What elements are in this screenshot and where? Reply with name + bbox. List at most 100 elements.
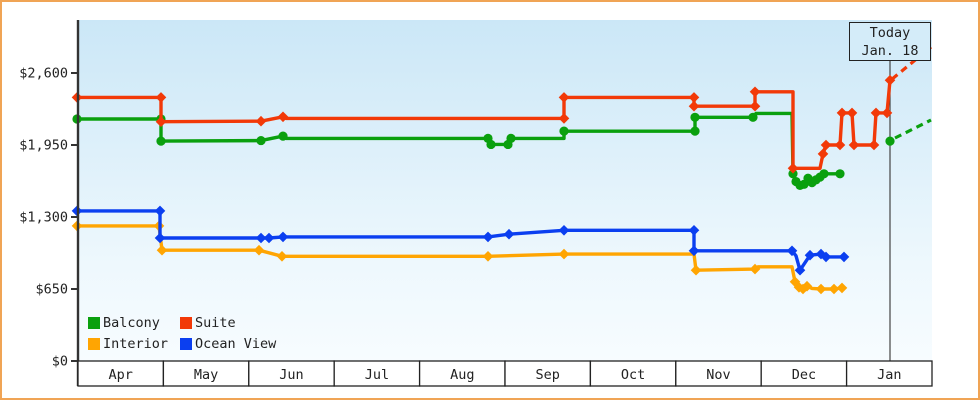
ocean-view-data-point (804, 249, 816, 261)
balcony-data-point (486, 139, 496, 150)
month-cell (675, 360, 762, 387)
month-label: May (194, 367, 218, 383)
balcony-data-point (506, 133, 516, 143)
legend-label: Interior (103, 336, 169, 352)
legend-label: Suite (195, 315, 236, 331)
y-axis: $0 $650 $1,300 $1,950 $2,600 (19, 20, 80, 386)
ocean-view-data-point (786, 245, 798, 257)
price-series-lines (71, 45, 933, 295)
suite-data-point (749, 86, 761, 98)
y-axis-tick-label: $0 (52, 354, 68, 370)
chart-legend: Balcony Suite Interior Ocean View (88, 313, 276, 354)
balcony-data-point (256, 135, 266, 146)
suite-data-point (820, 139, 832, 151)
ocean-view-data-point (558, 225, 570, 236)
suite-data-point (836, 107, 848, 119)
month-label: Dec (792, 367, 816, 383)
suite-color-swatch (180, 317, 192, 329)
ocean-view-data-point (154, 205, 166, 217)
ocean-view-data-point (838, 251, 850, 263)
ocean-view-data-point (154, 232, 166, 244)
balcony-data-point (156, 136, 166, 146)
interior-data-point (815, 283, 827, 295)
ocean-view-data-point (815, 248, 827, 260)
interior-data-point (276, 251, 288, 262)
ocean-view-data-point (794, 264, 806, 276)
month-cell (418, 360, 506, 387)
ocean-view-data-point (255, 232, 267, 244)
ocean-view-data-point (503, 228, 515, 240)
month-cell (248, 360, 335, 387)
month-label: Jul (365, 367, 389, 383)
legend-label: Balcony (103, 315, 160, 331)
ocean-view-data-point (277, 231, 289, 243)
ocean-view-data-point (820, 251, 832, 263)
balcony-data-point (278, 131, 288, 141)
month-cell (333, 360, 421, 387)
ocean-view-data-point (482, 231, 494, 243)
suite-data-point (155, 92, 167, 103)
legend-item-ocean-view: Ocean View (180, 334, 276, 354)
today-label: Today (869, 24, 911, 41)
series-ocean-view (71, 205, 850, 276)
balcony-data-point (690, 126, 700, 136)
balcony-color-swatch (88, 317, 100, 329)
interior-data-point (482, 251, 494, 262)
suite-data-point (884, 74, 896, 86)
plot-area (78, 20, 932, 361)
balcony-data-point (690, 112, 700, 122)
balcony-data-point (748, 112, 758, 122)
legend-item-suite: Suite (180, 313, 276, 333)
suite-data-point (558, 113, 570, 124)
legend-item-balcony: Balcony (88, 313, 180, 333)
balcony-data-point (788, 169, 798, 179)
interior-data-point (690, 264, 702, 276)
suite-data-point (688, 100, 700, 112)
ocean-view-data-point (688, 245, 700, 257)
suite-data-point (255, 115, 267, 127)
suite-data-point (749, 100, 761, 112)
interior-data-point (793, 282, 805, 293)
interior-data-point (156, 244, 168, 256)
interior-data-point (749, 263, 761, 275)
plot-background (78, 20, 932, 361)
interior-data-point (801, 280, 813, 292)
ocean-view-color-swatch (180, 338, 192, 350)
suite-data-point (277, 111, 289, 123)
suite-data-point (848, 139, 860, 151)
today-date-label: Jan. 18 (861, 42, 919, 59)
suite-data-point (787, 163, 799, 174)
month-label: Aug (450, 367, 474, 383)
balcony-projection-dashed-line (894, 118, 932, 140)
month-label: Jun (279, 367, 303, 383)
ocean-view-data-point (688, 225, 700, 236)
suite-data-point (834, 139, 846, 151)
month-label: Oct (621, 367, 645, 383)
balcony-data-point (559, 126, 569, 136)
series-balcony (72, 111, 932, 191)
month-cell (845, 360, 933, 387)
suite-data-point (688, 92, 700, 103)
suite-data-point (558, 92, 570, 103)
month-label: Sep (536, 367, 560, 383)
today-annotation-box: Today Jan. 18 (849, 22, 931, 61)
month-label: Apr (109, 367, 133, 383)
y-axis-tick-label: $2,600 (19, 66, 68, 82)
balcony-data-point (885, 136, 895, 146)
month-label: Jan (877, 367, 901, 383)
suite-data-point (868, 139, 880, 151)
month-cell (77, 360, 165, 387)
interior-data-point (836, 282, 848, 294)
month-label: Nov (706, 367, 730, 383)
interior-data-point (828, 283, 840, 295)
interior-data-point (789, 276, 801, 288)
ocean-view-data-point (263, 232, 275, 244)
interior-color-swatch (88, 338, 100, 350)
legend-label: Ocean View (195, 336, 277, 352)
balcony-data-point (819, 169, 829, 179)
y-axis-tick-label: $650 (35, 282, 68, 298)
interior-data-point (797, 283, 809, 295)
suite-data-point (155, 116, 167, 127)
